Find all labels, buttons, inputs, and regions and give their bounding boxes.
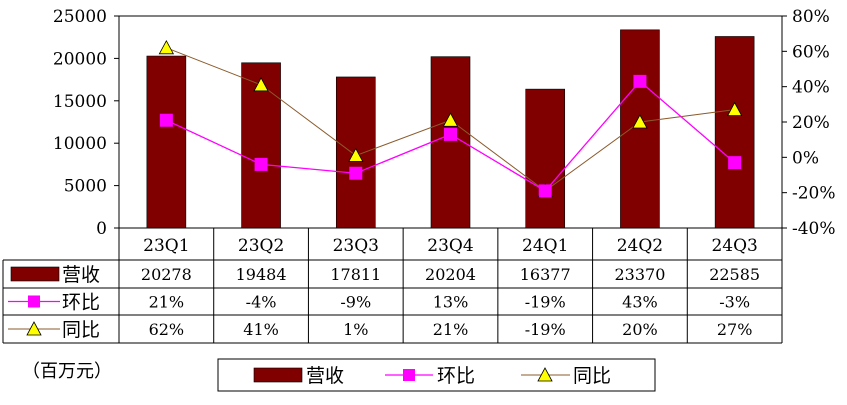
yoy-marker bbox=[442, 112, 459, 127]
revenue-bar bbox=[525, 88, 566, 229]
y-left-tick-label: 25000 bbox=[53, 7, 107, 27]
y-right-tick-label: -20% bbox=[792, 184, 836, 204]
x-category-label: 23Q3 bbox=[333, 236, 379, 256]
table-cell: -4% bbox=[246, 293, 277, 312]
y-right-tick-label: 60% bbox=[792, 42, 830, 62]
y-left-tick-label: 0 bbox=[96, 219, 107, 239]
y-right-tick-label: 80% bbox=[792, 7, 830, 27]
table-key-qoq-marker bbox=[28, 295, 40, 308]
revenue-bar bbox=[146, 55, 187, 229]
x-category-label: 24Q2 bbox=[617, 236, 663, 256]
revenue-bar bbox=[620, 29, 660, 229]
qoq-marker bbox=[444, 127, 457, 141]
table-cell: 16377 bbox=[520, 265, 571, 284]
x-category-label: 24Q1 bbox=[522, 236, 568, 256]
yoy-marker bbox=[158, 39, 175, 55]
yoy-marker bbox=[632, 114, 648, 129]
table-cell: -9% bbox=[340, 293, 371, 312]
qoq-marker bbox=[538, 184, 552, 198]
table-key-revenue bbox=[10, 266, 60, 282]
table-cell: 21% bbox=[149, 293, 185, 312]
yoy-marker bbox=[348, 147, 364, 162]
table-cell: 43% bbox=[622, 293, 658, 312]
qoq-marker bbox=[254, 157, 268, 171]
legend-key-revenue bbox=[253, 367, 303, 383]
y-right-tick-label: 20% bbox=[792, 113, 830, 133]
table-cell: -19% bbox=[525, 320, 566, 339]
table-cell: 17811 bbox=[330, 265, 381, 284]
y-left-tick-label: 20000 bbox=[53, 49, 107, 69]
legend-key-yoy-marker bbox=[537, 367, 553, 382]
table-cell: 23370 bbox=[614, 265, 665, 284]
y-left-tick-label: 5000 bbox=[64, 177, 107, 197]
table-cell: 19484 bbox=[236, 265, 287, 284]
qoq-marker bbox=[728, 156, 742, 170]
yoy-marker bbox=[726, 101, 743, 117]
table-cell: 21% bbox=[433, 320, 469, 339]
table-row-label: 营收 bbox=[62, 264, 100, 286]
y-right-tick-label: 0% bbox=[792, 148, 819, 168]
legend-label-revenue: 营收 bbox=[306, 365, 344, 387]
x-category-label: 23Q1 bbox=[143, 236, 189, 256]
table-cell: -19% bbox=[525, 293, 566, 312]
yoy-marker bbox=[253, 77, 269, 92]
y-left-tick-label: 10000 bbox=[53, 134, 107, 154]
revenue-bar bbox=[714, 36, 755, 229]
x-category-label: 23Q4 bbox=[427, 236, 473, 256]
legend-label-qoq: 环比 bbox=[437, 365, 475, 387]
table-cell: 20204 bbox=[425, 265, 476, 284]
table-cell: 13% bbox=[433, 293, 469, 312]
legend-label-yoy: 同比 bbox=[573, 365, 611, 387]
x-category-label: 23Q2 bbox=[238, 236, 284, 256]
table-cell: -3% bbox=[719, 293, 750, 312]
table-row-label: 环比 bbox=[62, 292, 100, 314]
table-row-label: 同比 bbox=[62, 319, 100, 341]
table-key-yoy-marker bbox=[26, 321, 42, 336]
x-category-label: 24Q3 bbox=[711, 236, 757, 256]
table-cell: 20278 bbox=[141, 265, 192, 284]
y-right-tick-label: -40% bbox=[792, 219, 836, 239]
table-cell: 62% bbox=[149, 320, 185, 339]
table-cell: 1% bbox=[343, 320, 368, 339]
qoq-marker bbox=[349, 166, 363, 180]
table-cell: 27% bbox=[717, 320, 753, 339]
y-left-tick-label: 15000 bbox=[53, 92, 107, 112]
legend-key-qoq-marker bbox=[403, 369, 415, 381]
unit-note: （百万元） bbox=[22, 361, 112, 382]
y-right-tick-label: 40% bbox=[792, 78, 830, 98]
table-cell: 22585 bbox=[709, 265, 760, 284]
table-cell: 41% bbox=[243, 320, 279, 339]
table-cell: 20% bbox=[622, 320, 658, 339]
qoq-marker bbox=[159, 113, 173, 127]
qoq-marker bbox=[633, 74, 647, 88]
